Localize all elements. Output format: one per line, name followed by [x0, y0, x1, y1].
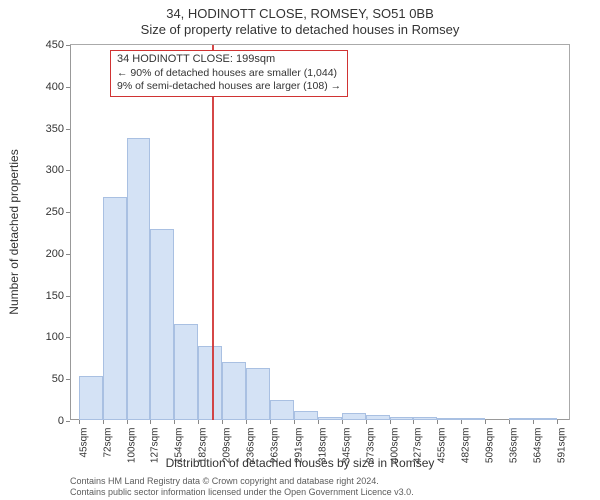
histogram-bar — [222, 362, 246, 420]
histogram-bar — [461, 418, 485, 421]
x-tick-mark — [557, 420, 558, 424]
x-tick-mark — [174, 420, 175, 424]
page-title-sub: Size of property relative to detached ho… — [0, 22, 600, 38]
x-tick-mark — [342, 420, 343, 424]
y-tick-label: 100 — [46, 331, 64, 343]
histogram-bar — [509, 418, 533, 421]
x-tick-mark — [413, 420, 414, 424]
histogram-bar — [79, 376, 103, 420]
y-tick-label: 450 — [46, 39, 64, 51]
x-tick-mark — [150, 420, 151, 424]
page-title-address: 34, HODINOTT CLOSE, ROMSEY, SO51 0BB — [0, 0, 600, 22]
histogram-bar — [413, 417, 437, 420]
x-tick-mark — [294, 420, 295, 424]
histogram-plot: 05010015020025030035040045045sqm72sqm100… — [70, 44, 570, 420]
y-tick-label: 150 — [46, 290, 64, 302]
chart-area: 05010015020025030035040045045sqm72sqm100… — [70, 44, 570, 420]
histogram-bar — [294, 411, 318, 420]
x-tick-mark — [485, 420, 486, 424]
info-box-smaller-stat: ← 90% of detached houses are smaller (1,… — [117, 67, 341, 80]
histogram-bar — [246, 368, 270, 420]
y-tick-mark — [66, 379, 70, 380]
y-tick-mark — [66, 254, 70, 255]
y-tick-mark — [66, 45, 70, 46]
histogram-bar — [150, 229, 174, 420]
x-tick-label: 72sqm — [102, 428, 113, 458]
y-tick-label: 300 — [46, 164, 64, 176]
attribution-line-2: Contains public sector information licen… — [70, 487, 414, 497]
histogram-bar — [342, 413, 366, 420]
x-tick-mark — [366, 420, 367, 424]
histogram-bar — [318, 417, 342, 420]
x-tick-label: 45sqm — [78, 428, 89, 458]
info-box-header: 34 HODINOTT CLOSE: 199sqm — [117, 53, 341, 67]
y-tick-mark — [66, 129, 70, 130]
y-tick-label: 350 — [46, 123, 64, 135]
x-axis-label: Distribution of detached houses by size … — [0, 456, 600, 470]
histogram-bar — [103, 197, 127, 420]
y-tick-label: 400 — [46, 81, 64, 93]
property-size-marker-line — [212, 45, 214, 420]
x-tick-mark — [533, 420, 534, 424]
x-tick-mark — [198, 420, 199, 424]
histogram-bar — [366, 415, 390, 420]
x-tick-mark — [318, 420, 319, 424]
x-tick-mark — [127, 420, 128, 424]
histogram-bar — [127, 138, 151, 420]
y-tick-mark — [66, 337, 70, 338]
x-tick-mark — [390, 420, 391, 424]
y-axis-label: Number of detached properties — [7, 149, 21, 314]
histogram-bar — [270, 400, 294, 420]
info-box-larger-stat: 9% of semi-detached houses are larger (1… — [117, 80, 341, 93]
x-tick-mark — [461, 420, 462, 424]
x-tick-mark — [222, 420, 223, 424]
histogram-bar — [390, 417, 414, 420]
y-tick-label: 200 — [46, 248, 64, 260]
y-tick-mark — [66, 296, 70, 297]
y-tick-label: 50 — [52, 373, 64, 385]
x-tick-mark — [437, 420, 438, 424]
histogram-bar — [198, 346, 222, 420]
histogram-bar — [174, 324, 198, 420]
x-tick-mark — [509, 420, 510, 424]
x-tick-mark — [103, 420, 104, 424]
y-tick-label: 250 — [46, 206, 64, 218]
y-tick-mark — [66, 87, 70, 88]
attribution-line-1: Contains HM Land Registry data © Crown c… — [70, 476, 379, 486]
y-tick-mark — [66, 421, 70, 422]
x-tick-mark — [246, 420, 247, 424]
property-info-box: 34 HODINOTT CLOSE: 199sqm← 90% of detach… — [110, 50, 348, 97]
y-tick-mark — [66, 212, 70, 213]
x-tick-mark — [79, 420, 80, 424]
histogram-bar — [533, 418, 557, 421]
y-axis-line — [70, 45, 71, 420]
y-tick-label: 0 — [58, 415, 64, 427]
y-tick-mark — [66, 170, 70, 171]
x-tick-mark — [270, 420, 271, 424]
histogram-bar — [437, 418, 461, 421]
